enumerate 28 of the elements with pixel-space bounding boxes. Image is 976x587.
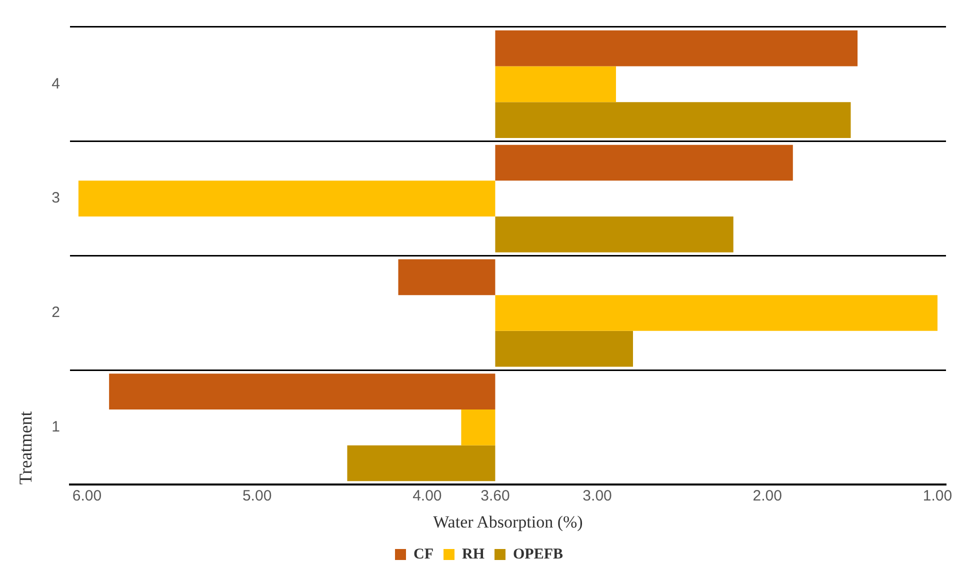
x-tick-label: 5.00 [242, 488, 272, 505]
x-tick-label: 3.60 [480, 488, 510, 505]
bar [347, 445, 496, 482]
x-tick-label: 1.00 [922, 488, 952, 505]
bar [495, 216, 734, 252]
bar [495, 66, 616, 102]
bar [78, 180, 496, 217]
y-tick-label: 1 [52, 418, 60, 436]
x-tick-label: 2.00 [752, 488, 782, 505]
x-axis-title: Water Absorption (%) [433, 512, 583, 532]
bar [398, 259, 496, 296]
bar [495, 102, 851, 138]
bar [461, 409, 496, 446]
x-tick-label: 4.00 [412, 488, 442, 505]
legend-label: CF [414, 546, 434, 562]
x-tick-label: 3.00 [582, 488, 612, 505]
legend-label: RH [462, 546, 485, 562]
bar [109, 374, 496, 410]
bar [495, 330, 633, 367]
bar [495, 30, 858, 66]
y-tick-label: 3 [52, 190, 60, 207]
x-tick-label: 6.00 [72, 488, 102, 505]
legend-label: OPEFB [512, 546, 564, 562]
y-axis-title: Treatment [16, 411, 36, 485]
y-tick-label: 4 [52, 75, 60, 92]
y-tick-label: 2 [52, 304, 60, 322]
bar [495, 295, 938, 331]
bar [495, 144, 793, 181]
